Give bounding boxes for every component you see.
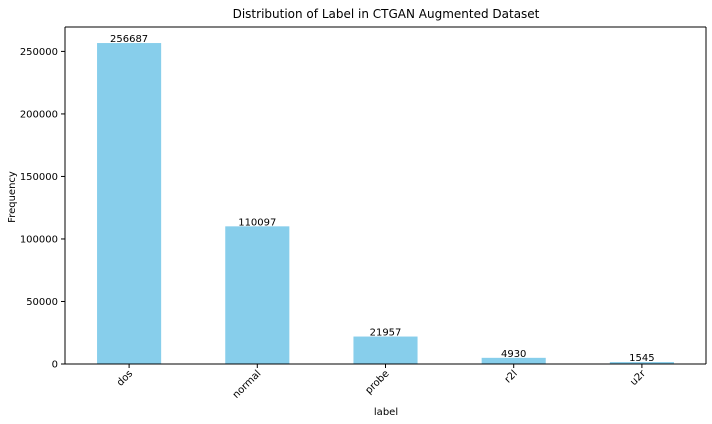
data-label-u2r: 1545 xyxy=(629,353,654,364)
x-tick-label-u2r: u2r xyxy=(628,368,648,388)
y-tick-label-50000: 50000 xyxy=(26,297,58,308)
bar-r2l xyxy=(481,357,546,364)
y-ticks-group: 0 50000 100000 150000 200000 250000 xyxy=(20,47,65,371)
data-labels-group: 256687 110097 21957 4930 1545 xyxy=(110,34,655,364)
x-tick-label-probe: probe xyxy=(363,368,391,396)
x-tick-label-dos: dos xyxy=(115,368,135,388)
y-tick-label-200000: 200000 xyxy=(20,109,58,120)
x-ticks-group: dos normal probe r2l u2r xyxy=(115,364,649,401)
data-label-normal: 110097 xyxy=(238,217,276,228)
y-tick-label-150000: 150000 xyxy=(20,172,58,183)
bar-probe xyxy=(353,336,418,364)
y-tick-label-0: 0 xyxy=(52,360,58,371)
x-tick-label-r2l: r2l xyxy=(503,368,520,385)
y-axis-label: Frequency xyxy=(7,171,18,223)
bar-normal xyxy=(225,226,290,364)
chart-title: Distribution of Label in CTGAN Augmented… xyxy=(233,7,540,21)
x-axis-label: label xyxy=(374,407,398,418)
data-label-r2l: 4930 xyxy=(501,349,526,360)
y-tick-label-100000: 100000 xyxy=(20,234,58,245)
bars-group xyxy=(97,43,674,364)
bar-u2r xyxy=(609,362,674,364)
x-tick-label-normal: normal xyxy=(231,368,264,401)
y-tick-label-250000: 250000 xyxy=(20,47,58,58)
data-label-dos: 256687 xyxy=(110,34,148,45)
bar-dos xyxy=(97,43,162,364)
data-label-probe: 21957 xyxy=(370,328,402,339)
